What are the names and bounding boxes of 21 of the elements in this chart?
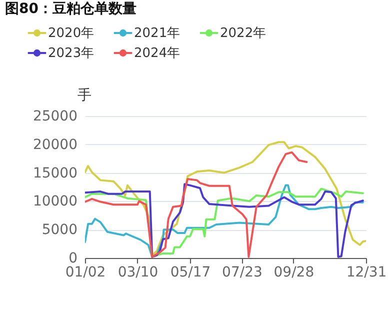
x-tick-label: 07/23 — [222, 264, 262, 280]
x-tick-label: 05/17 — [170, 264, 211, 280]
y-tick-label: 20000 — [32, 136, 78, 153]
y-tick-label: 15000 — [32, 165, 78, 182]
legend-label: 2021年 — [134, 26, 180, 41]
legend-label: 2024年 — [134, 46, 180, 61]
y-tick-label: 10000 — [32, 194, 78, 210]
x-tick-label: 01/02 — [65, 264, 106, 280]
x-tick-label: 12/31 — [346, 264, 387, 280]
x-tick-label: 03/10 — [118, 264, 158, 280]
y-axis-title: 手 — [78, 88, 92, 104]
y-tick-label: 25000 — [32, 108, 78, 124]
legend-label: 2020年 — [48, 26, 94, 41]
line-series — [85, 141, 366, 256]
x-tick-label: 09/28 — [274, 264, 314, 280]
chart-title: 图80：豆粕仓单数量 — [5, 1, 136, 17]
line-series — [85, 151, 308, 258]
y-tick-label: 5000 — [42, 222, 78, 238]
y-tick-label: 0 — [68, 250, 78, 266]
legend-label: 2022年 — [220, 26, 266, 41]
legend-label: 2023年 — [48, 46, 94, 61]
